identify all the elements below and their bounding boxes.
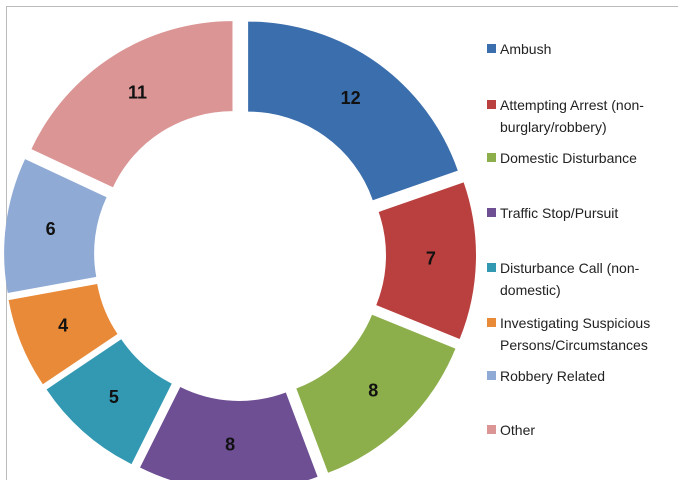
legend-swatch	[487, 371, 496, 380]
legend-label: Robbery Related	[500, 368, 606, 384]
legend-swatch	[487, 44, 496, 53]
donut-segment	[4, 159, 107, 294]
legend-swatch	[487, 425, 496, 434]
donut-segment	[296, 314, 456, 473]
data-label: 7	[426, 249, 436, 269]
legend-swatch	[487, 263, 496, 272]
donut-segment	[376, 182, 476, 339]
legend-swatch	[487, 153, 496, 162]
donut-segment	[248, 21, 458, 201]
data-label: 8	[368, 381, 378, 401]
legend-label: Traffic Stop/Pursuit	[500, 205, 619, 221]
legend-swatch	[487, 100, 496, 109]
donut-segment	[140, 387, 318, 480]
legend-label: Attempting Arrest (non-burglary/robbery)	[500, 97, 644, 135]
legend-label: Disturbance Call (non-domestic)	[500, 260, 640, 298]
donut-segment	[31, 21, 233, 188]
donut-segment	[46, 339, 172, 465]
data-label: 8	[225, 434, 235, 454]
legend-swatch	[487, 208, 496, 217]
legend-label: Domestic Disturbance	[500, 150, 637, 166]
data-label: 12	[341, 88, 361, 108]
data-label: 5	[109, 387, 119, 407]
data-label: 4	[58, 316, 68, 336]
legend-label: Investigating Suspicious Persons/Circums…	[500, 315, 651, 353]
data-label: 11	[128, 83, 147, 103]
legend-label: Ambush	[500, 41, 552, 57]
data-label: 6	[46, 219, 56, 239]
legend-swatch	[487, 318, 496, 327]
donut-segment	[8, 283, 118, 385]
legend-label: Other	[500, 422, 536, 438]
